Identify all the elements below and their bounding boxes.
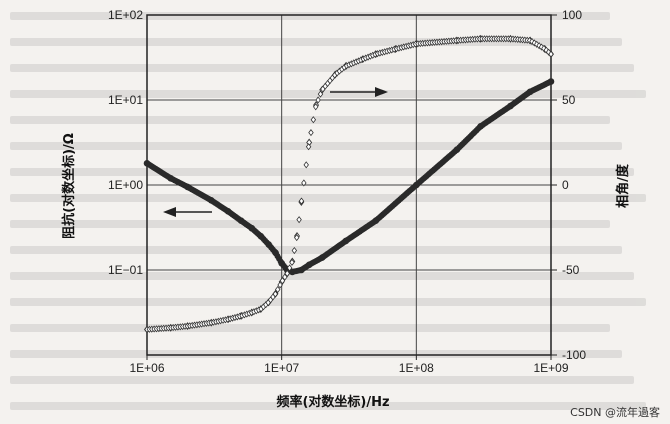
phase-trace-point <box>301 179 307 187</box>
phase-trace-point <box>298 197 305 205</box>
annotation-arrows <box>163 87 388 217</box>
phase-trace-point <box>541 44 547 53</box>
phase-trace-point <box>317 90 324 98</box>
impedance-series <box>143 78 555 276</box>
phase-trace-point <box>277 281 283 289</box>
phase-trace-point <box>286 264 293 272</box>
y-right-tick-label: 0 <box>562 178 569 192</box>
y-left-tick-label: 1E+00 <box>108 178 143 192</box>
phase-trace-point <box>289 258 295 266</box>
y-right-tick-label: -50 <box>562 263 580 277</box>
y-right-tick-label: 50 <box>562 93 576 107</box>
series-layer <box>143 34 555 334</box>
x-tick-label: 1E+06 <box>129 361 164 375</box>
phase-trace-point <box>275 285 281 294</box>
phase-trace-point <box>303 161 309 169</box>
phase-trace-point <box>294 234 300 242</box>
phase-trace-point <box>315 96 321 104</box>
y-left-tick-label: 1E+01 <box>108 93 143 107</box>
phase-trace-point <box>545 48 552 56</box>
phase-series <box>144 34 554 334</box>
x-tick-label: 1E+07 <box>264 361 299 375</box>
tick-labels: 1E+06 1E+07 1E+08 1E+09 1E+02 1E+01 1E+00 1E−01… <box>108 8 586 375</box>
phase-trace-point <box>548 50 554 58</box>
y-left-axis-title: 阻抗(对数坐标)/Ω <box>61 133 77 239</box>
y-right-tick-label: 100 <box>562 8 582 22</box>
phase-trace-point <box>291 246 298 255</box>
x-tick-label: 1E+08 <box>399 361 434 375</box>
phase-trace-point <box>308 129 314 137</box>
phase-trace-point <box>313 103 319 111</box>
y-right-axis-title: 相角/度 <box>615 163 631 208</box>
left-axis-arrowhead <box>163 207 176 217</box>
x-tick-label: 1E+09 <box>533 361 568 375</box>
y-left-tick-label: 1E+02 <box>108 8 143 22</box>
phase-trace-point <box>279 277 286 285</box>
right-axis-arrowhead <box>375 87 388 97</box>
phase-trace-point <box>310 116 317 124</box>
x-axis-title: 频率(对数坐标)/Hz <box>276 394 389 410</box>
impedance-trace-point <box>548 78 554 85</box>
watermark-text: CSDN @流年過客 <box>570 405 660 419</box>
phase-trace-point <box>272 290 279 298</box>
phase-trace-point <box>284 269 290 278</box>
y-left-tick-label: 1E−01 <box>108 263 143 277</box>
phase-trace-point <box>296 216 302 224</box>
phase-trace-point <box>305 143 312 151</box>
y-right-tick-label: -100 <box>562 348 586 362</box>
phase-trace-point <box>282 273 288 281</box>
